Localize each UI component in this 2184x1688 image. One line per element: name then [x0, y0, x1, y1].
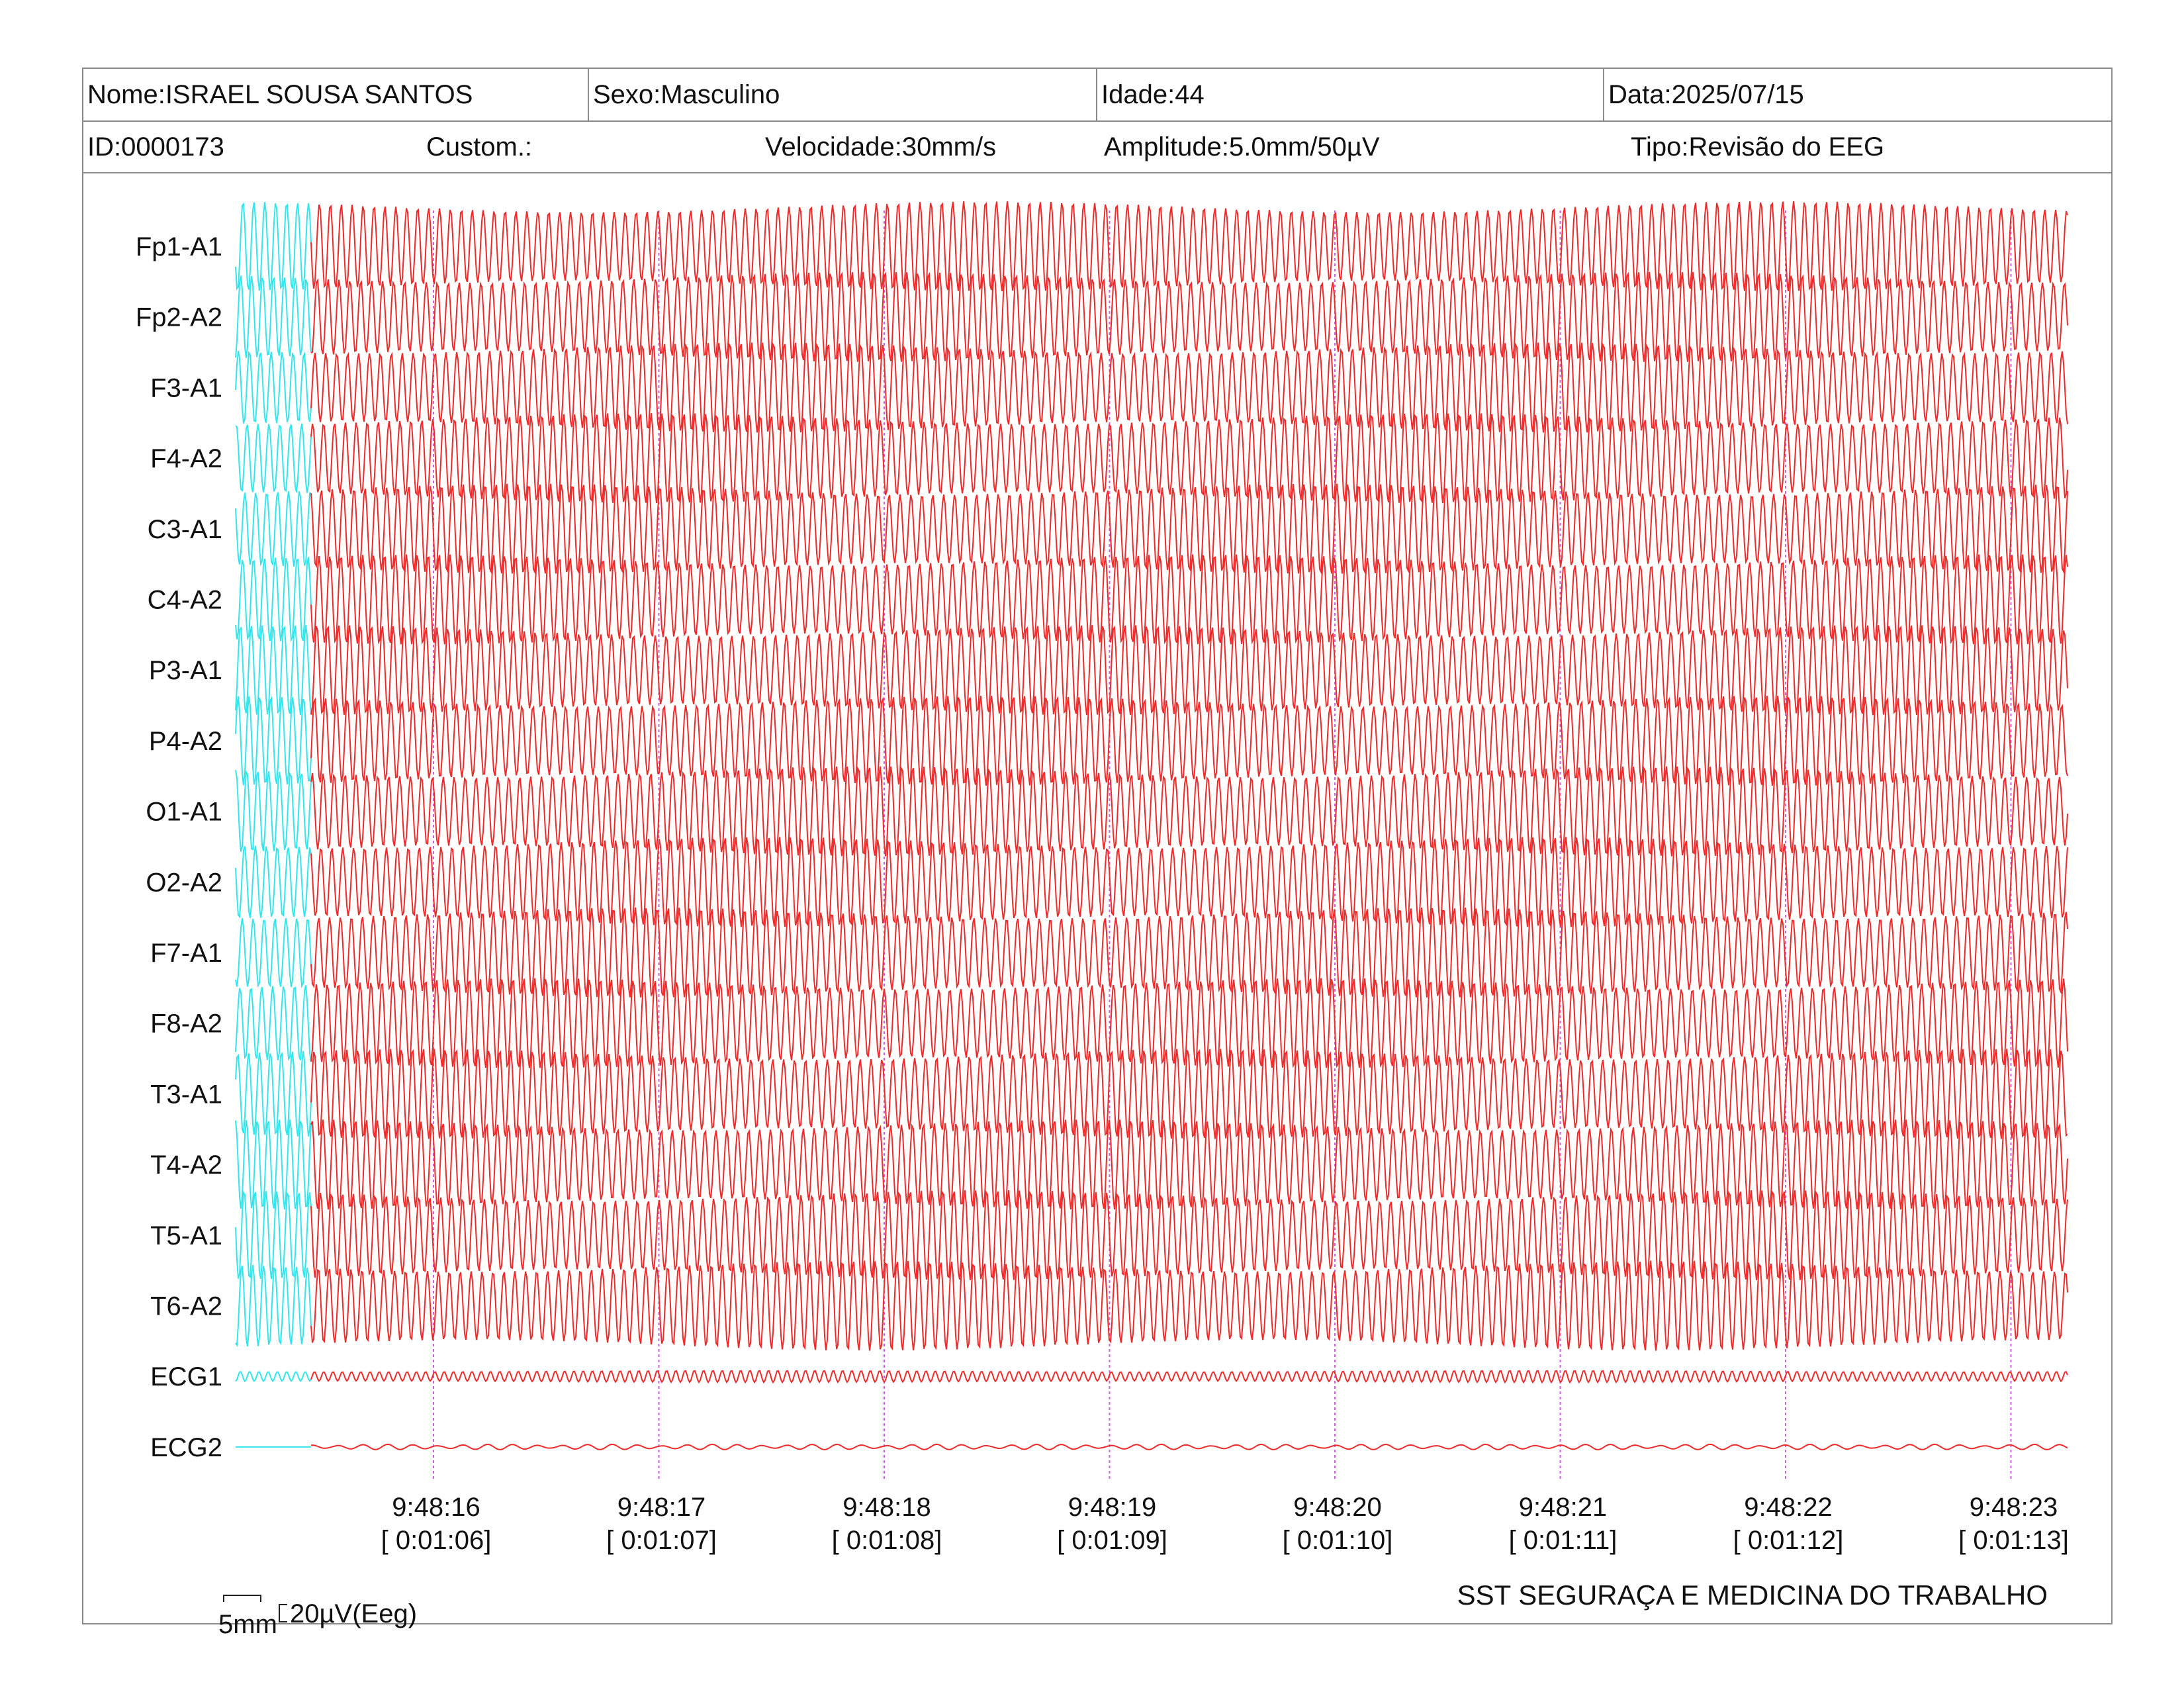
- trace-calibration: [235, 770, 312, 852]
- trace-signal: [310, 1049, 2068, 1139]
- header-row-patient: Nome:ISRAEL SOUSA SANTOS Sexo:Masculino …: [83, 69, 2111, 122]
- eeg-traces: [235, 201, 2068, 1450]
- time-axis-labels: 9:48:16 [ 0:01:06] 9:48:17 [ 0:01:07] 9:48:1…: [381, 1493, 2069, 1555]
- patient-age: Idade:44: [1096, 69, 1603, 120]
- trace-signal: [310, 271, 2068, 362]
- time-clock-label: 9:48:23: [1970, 1493, 2058, 1522]
- time-elapsed-label: [ 0:01:09]: [1057, 1526, 1167, 1555]
- trace-calibration: [235, 1264, 312, 1347]
- channel-label: C3-A1: [148, 515, 222, 544]
- trace-calibration: [235, 557, 312, 642]
- channel-label: T3-A1: [150, 1080, 222, 1109]
- time-elapsed-label: [ 0:01:07]: [606, 1526, 717, 1555]
- trace-calibration: [235, 275, 312, 358]
- trace-calibration: [235, 350, 312, 424]
- patient-sex: Sexo:Masculino: [588, 69, 1096, 120]
- time-clock-label: 9:48:19: [1068, 1493, 1156, 1522]
- speed-setting: Velocidade:30mm/s: [765, 132, 997, 162]
- channel-label: O1-A1: [146, 798, 222, 827]
- trace-signal: [310, 1260, 2068, 1351]
- time-elapsed-label: [ 0:01:06]: [381, 1526, 492, 1555]
- trace-calibration: [235, 1371, 312, 1383]
- trace-signal: [310, 766, 2068, 857]
- channel-label: F3-A1: [150, 373, 222, 402]
- trace-signal: [310, 554, 2068, 645]
- channel-label: F8-A2: [150, 1009, 222, 1039]
- trace-signal: [310, 1119, 2068, 1210]
- time-elapsed-label: [ 0:01:12]: [1733, 1526, 1844, 1555]
- exam-type: Tipo:Revisão do EEG: [1631, 132, 1885, 162]
- trace-calibration: [235, 423, 312, 493]
- trace-signal: [310, 625, 2068, 716]
- time-clock-label: 9:48:20: [1293, 1493, 1381, 1522]
- channel-label: O2-A2: [146, 868, 222, 897]
- trace-calibration: [235, 1190, 312, 1280]
- trace-signal: [310, 696, 2068, 786]
- time-elapsed-label: [ 0:01:08]: [832, 1526, 942, 1555]
- channel-label: Fp2-A2: [136, 303, 222, 332]
- trace-calibration: [235, 985, 312, 1062]
- eeg-report-page: Nome:ISRAEL SOUSA SANTOS Sexo:Masculino …: [82, 68, 2113, 1639]
- trace-signal: [310, 1190, 2068, 1280]
- channel-labels: Fp1-A1 Fp2-A2 F3-A1 F4-A2 C3-A1 C4-A2 P3-A1 P4-…: [136, 232, 222, 1462]
- trace-signal: [310, 413, 2068, 504]
- channel-label: T5-A1: [150, 1221, 222, 1250]
- channel-label: F4-A2: [150, 444, 222, 473]
- channel-label: T4-A2: [150, 1150, 222, 1180]
- trace-signal: [310, 837, 2068, 927]
- header-row-exam: ID:0000173 Custom.: Velocidade:30mm/s Am…: [83, 122, 2111, 173]
- time-clock-label: 9:48:22: [1744, 1493, 1832, 1522]
- trace-calibration: [235, 917, 312, 988]
- trace-calibration: [235, 491, 312, 567]
- trace-signal: [310, 201, 2068, 292]
- trace-calibration: [235, 696, 312, 786]
- trace-calibration: [235, 1119, 312, 1210]
- time-elapsed-label: [ 0:01:11]: [1509, 1526, 1617, 1555]
- time-elapsed-label: [ 0:01:10]: [1283, 1526, 1393, 1555]
- trace-signal: [310, 1443, 2068, 1450]
- channel-label: C4-A2: [148, 586, 222, 615]
- channel-label: T6-A2: [150, 1292, 222, 1321]
- time-elapsed-label: [ 0:01:13]: [1958, 1526, 2069, 1555]
- time-clock-label: 9:48:17: [617, 1493, 705, 1522]
- trace-signal: [310, 978, 2068, 1068]
- exam-date: Data:2025/07/15: [1603, 69, 2113, 120]
- trace-signal: [310, 907, 2068, 998]
- channel-label: P4-A2: [149, 727, 222, 756]
- company-name: SST SEGURAÇA E MEDICINA DO TRABALHO: [1457, 1579, 2048, 1611]
- trace-calibration: [235, 625, 312, 716]
- channel-label: Fp1-A1: [136, 232, 222, 261]
- channel-label: F7-A1: [150, 939, 222, 968]
- channel-label: ECG1: [150, 1362, 222, 1391]
- trace-signal: [310, 342, 2068, 433]
- trace-calibration: [235, 845, 312, 919]
- channel-label: ECG2: [150, 1433, 222, 1462]
- trace-calibration: [235, 1051, 312, 1137]
- scale-bracket-icon: [223, 1595, 287, 1622]
- scale-amplitude-label: 20µV(Eeg): [290, 1599, 418, 1628]
- patient-name: Nome:ISRAEL SOUSA SANTOS: [87, 79, 473, 109]
- time-clock-label: 9:48:16: [392, 1493, 480, 1522]
- time-clock-label: 9:48:21: [1519, 1493, 1607, 1522]
- patient-id: ID:0000173: [87, 132, 224, 162]
- trace-signal: [310, 483, 2068, 575]
- channel-label: P3-A1: [149, 656, 222, 685]
- scale-time-label: 5mm: [218, 1610, 277, 1639]
- trace-calibration: [235, 202, 312, 291]
- custom-field: Custom.:: [426, 132, 533, 162]
- amplitude-setting: Amplitude:5.0mm/50µV: [1104, 132, 1380, 162]
- time-clock-label: 9:48:18: [842, 1493, 931, 1522]
- trace-signal: [310, 1370, 2068, 1384]
